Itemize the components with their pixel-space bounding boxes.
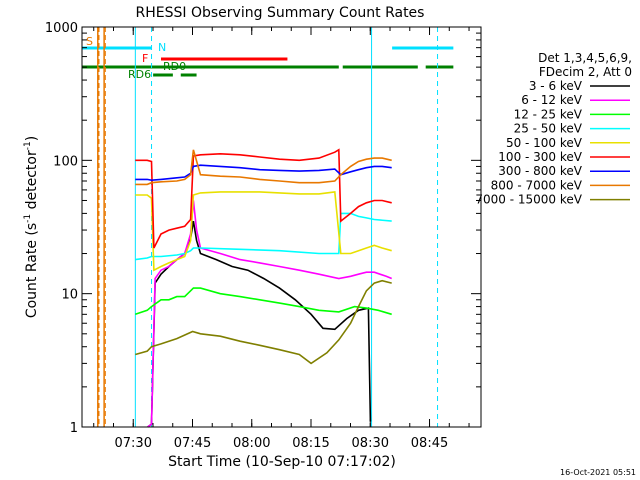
flag-labels: S N F RD0 RD6 — [86, 35, 186, 81]
legend-label-0: 3 - 6 keV — [529, 79, 583, 93]
x-tick-label-0: 07:30 — [115, 436, 152, 451]
series-line-5 — [135, 148, 392, 249]
y-axis-label-part1: Count Rate (s — [24, 223, 40, 318]
x-tick-label-2: 08:00 — [233, 436, 270, 451]
chart-title: RHESSI Observing Summary Count Rates — [136, 5, 425, 21]
series-line-7 — [135, 149, 392, 186]
y-axis-label-sup2: -1 — [23, 141, 33, 150]
series-line-4 — [135, 191, 392, 272]
flag-label-rd6: RD6 — [128, 68, 151, 81]
x-axis-ticks: 07:30 07:45 08:00 08:15 08:30 08:45 — [93, 27, 470, 451]
plot-frame — [81, 26, 482, 428]
night-lines — [134, 27, 439, 427]
series-line-6 — [135, 164, 392, 182]
y-axis-label-sup1: -1 — [23, 214, 33, 223]
flag-label-saa: S — [86, 35, 93, 48]
y-axis-label-text: Count Rate (s-1 detector-1) — [23, 136, 40, 318]
legend-header-line2: FDecim 2, Att 0 — [539, 65, 632, 79]
flag-bars — [82, 27, 454, 427]
legend-label-3: 25 - 50 keV — [514, 122, 583, 136]
flag-label-rd0: RD0 — [163, 60, 186, 73]
legend-label-1: 6 - 12 keV — [521, 93, 583, 107]
legend-label-4: 50 - 100 keV — [506, 136, 583, 150]
x-tick-label-5: 08:45 — [411, 436, 448, 451]
flag-label-night: N — [158, 41, 166, 54]
y-tick-label-3: 1000 — [45, 21, 78, 36]
legend-label-6: 300 - 800 keV — [498, 164, 582, 178]
legend-label-5: 100 - 300 keV — [498, 150, 582, 164]
y-axis-ticks: 1 10 100 1000 — [45, 21, 481, 436]
y-tick-label-2: 100 — [53, 154, 78, 169]
legend: Det 1,3,4,5,6,9, FDecim 2, Att 0 3 - 6 k… — [475, 51, 632, 207]
x-tick-label-1: 07:45 — [174, 436, 211, 451]
series-line-2 — [135, 287, 392, 316]
series-group — [135, 148, 392, 428]
series-line-8 — [135, 279, 392, 365]
series-line-3 — [135, 212, 392, 261]
legend-label-8: 7000 - 15000 keV — [475, 193, 582, 207]
x-tick-label-4: 08:30 — [352, 436, 389, 451]
legend-label-7: 800 - 7000 keV — [491, 178, 583, 192]
y-tick-label-1: 10 — [61, 288, 78, 303]
x-axis-label: Start Time (10-Sep-10 07:17:02) — [168, 454, 396, 470]
y-axis-label: Count Rate (s-1 detector-1) — [23, 136, 40, 318]
flag-label-flare: F — [142, 52, 148, 65]
legend-header-line1: Det 1,3,4,5,6,9, — [538, 51, 632, 65]
series-line-1 — [147, 200, 392, 428]
timestamp: 16-Oct-2021 05:51 — [560, 468, 636, 477]
legend-label-2: 12 - 25 keV — [514, 107, 583, 121]
y-tick-label-0: 1 — [70, 421, 78, 436]
y-axis-label-part2: detector — [24, 150, 40, 214]
y-axis-label-part3: ) — [24, 136, 40, 141]
x-tick-label-3: 08:15 — [292, 436, 329, 451]
